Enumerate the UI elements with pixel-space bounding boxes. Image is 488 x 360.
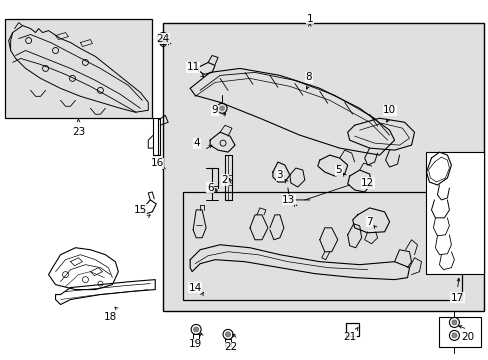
Bar xyxy=(426,152,483,274)
Text: 12: 12 xyxy=(360,178,373,188)
Text: 23: 23 xyxy=(72,127,85,137)
Bar xyxy=(183,192,462,300)
Circle shape xyxy=(219,106,224,111)
Circle shape xyxy=(193,327,198,332)
Text: 16: 16 xyxy=(150,158,163,168)
Text: 4: 4 xyxy=(193,138,200,148)
Text: 20: 20 xyxy=(460,332,473,342)
Text: 21: 21 xyxy=(343,332,356,342)
Circle shape xyxy=(451,320,456,325)
Text: 10: 10 xyxy=(382,105,395,115)
Bar xyxy=(5,19,152,118)
Text: 17: 17 xyxy=(450,293,463,302)
Text: 15: 15 xyxy=(133,205,146,215)
Circle shape xyxy=(225,332,230,337)
Bar xyxy=(163,23,483,311)
Text: 18: 18 xyxy=(103,312,117,323)
Text: 7: 7 xyxy=(366,217,372,227)
Bar xyxy=(439,318,480,347)
Circle shape xyxy=(451,333,456,338)
Circle shape xyxy=(160,36,166,41)
Text: 3: 3 xyxy=(276,170,283,180)
Text: 24: 24 xyxy=(156,33,169,44)
Text: 19: 19 xyxy=(188,339,202,349)
Text: 13: 13 xyxy=(282,195,295,205)
Text: 6: 6 xyxy=(206,183,213,193)
Text: 22: 22 xyxy=(224,342,237,352)
Text: 9: 9 xyxy=(211,105,218,115)
Text: 5: 5 xyxy=(335,165,341,175)
Text: 1: 1 xyxy=(306,14,312,24)
Text: 2: 2 xyxy=(221,175,228,185)
Text: 8: 8 xyxy=(305,72,311,82)
Text: 14: 14 xyxy=(188,283,202,293)
Text: 11: 11 xyxy=(186,62,200,72)
